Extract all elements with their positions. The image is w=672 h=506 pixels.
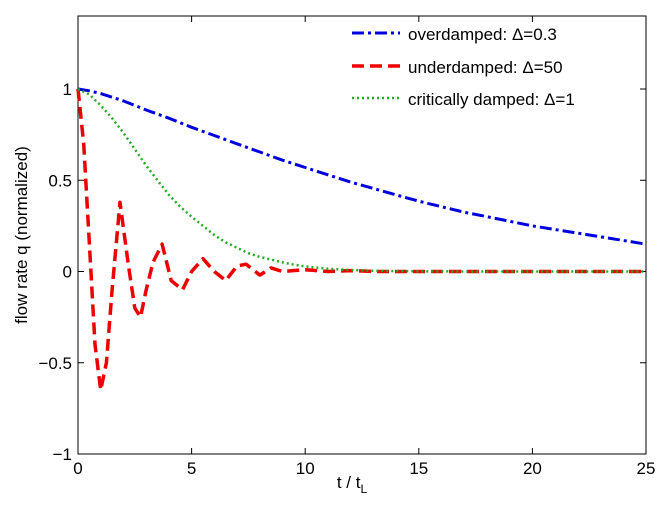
x-tick-label: 25 (637, 459, 656, 478)
series-line-1 (76, 88, 646, 392)
plot-area (77, 15, 647, 455)
x-tick-label: 5 (187, 459, 196, 478)
x-tick-label: 0 (73, 459, 82, 478)
legend: overdamped: Δ=0.3 underdamped: Δ=50 crit… (352, 25, 575, 109)
y-tick-label: −0.5 (38, 354, 72, 373)
legend-label-1: underdamped: Δ=50 (408, 58, 563, 77)
y-tick-label: 1 (63, 80, 72, 99)
y-axis-ticks: −1 −0.5 0 0.5 1 (38, 80, 646, 464)
x-axis-ticks: 0 5 10 15 20 25 (73, 16, 655, 478)
x-tick-label: 10 (296, 459, 315, 478)
x-axis-label: t / tL (337, 473, 368, 496)
series-layer (76, 87, 647, 392)
series-line-0 (77, 87, 647, 246)
legend-label-0: overdamped: Δ=0.3 (408, 25, 557, 44)
y-axis-label: flow rate q (normalized) (12, 146, 31, 324)
x-tick-label: 15 (409, 459, 428, 478)
y-tick-label: 0.5 (48, 171, 72, 190)
legend-label-2: critically damped: Δ=1 (408, 90, 575, 109)
y-tick-label: 0 (63, 263, 72, 282)
y-tick-label: −1 (53, 445, 72, 464)
x-tick-label: 20 (523, 459, 542, 478)
